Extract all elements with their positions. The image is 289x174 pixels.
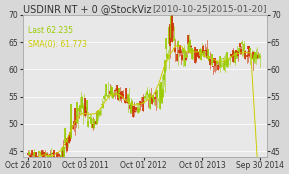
Text: Last 62.235: Last 62.235 bbox=[27, 26, 73, 35]
Text: USDINR NT + 0 @StockViz: USDINR NT + 0 @StockViz bbox=[23, 4, 151, 14]
Text: SMA(0): 61.773: SMA(0): 61.773 bbox=[27, 40, 86, 49]
Text: [2010-10-25|2015-01-20]: [2010-10-25|2015-01-20] bbox=[152, 5, 267, 14]
